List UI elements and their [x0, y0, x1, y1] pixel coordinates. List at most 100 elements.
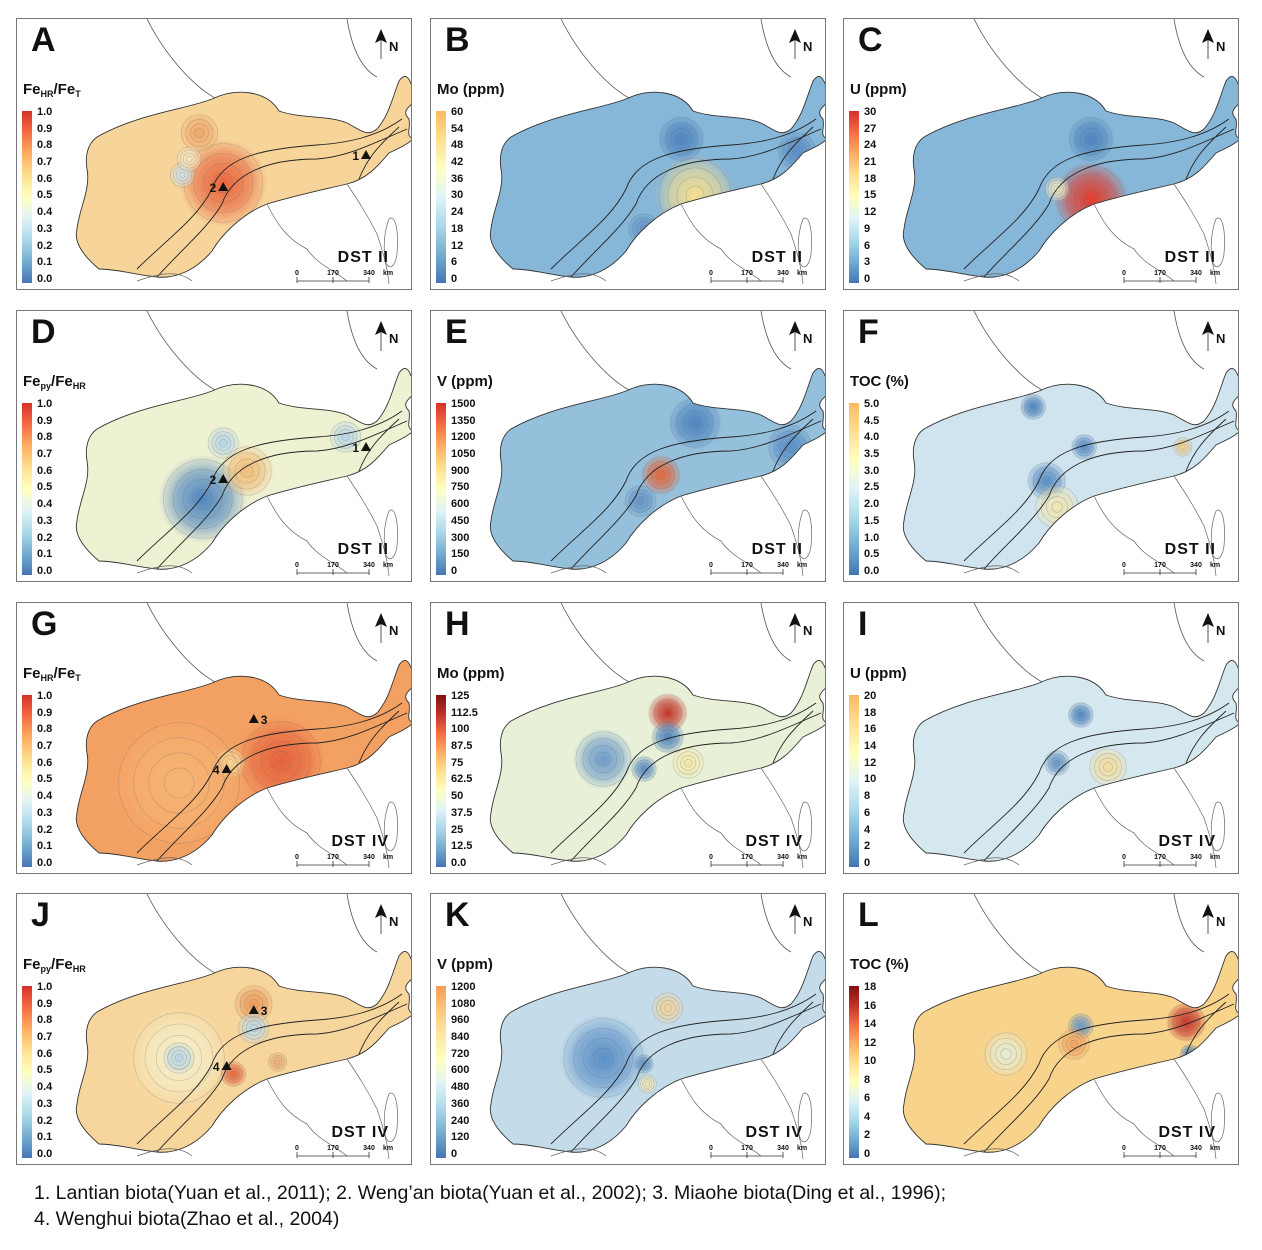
contour-anomaly — [657, 115, 706, 163]
contour-layer — [158, 420, 363, 544]
legend-tick-label: 20 — [864, 690, 877, 702]
legend-tick-label: 0.6 — [37, 464, 53, 477]
coastline — [136, 767, 390, 869]
legend-colorbar — [436, 403, 446, 575]
north-label: N — [803, 914, 813, 929]
site-label: 2 — [210, 473, 217, 487]
legend-tick-label: 75 — [451, 756, 464, 769]
north-arrow-icon: N — [787, 29, 817, 61]
panel-letter: A — [31, 21, 56, 59]
fault-line — [358, 418, 400, 472]
contour-line — [1071, 705, 1091, 725]
legend-tick-label: 5.0 — [864, 398, 880, 410]
legend-tick-label: 1200 — [451, 431, 476, 444]
legend-ticks: 1.0 0.9 0.8 0.7 0.6 0.5 0.4 0.3 0.2 0.1 0.0 — [37, 107, 52, 285]
stage-label: DST II — [337, 249, 389, 266]
site-label: 3 — [261, 1004, 268, 1018]
contour-line — [589, 745, 618, 773]
legend-tick-label: 0.6 — [37, 1047, 53, 1060]
fault-line — [156, 420, 408, 570]
map-canvas: 12 — [75, 19, 411, 285]
scale-bar: 0 170 340 km — [1120, 559, 1230, 577]
fault-line — [983, 128, 1235, 278]
contour-line — [173, 469, 233, 529]
contour-anomaly — [1067, 701, 1095, 729]
contour-line — [167, 1046, 191, 1070]
contour-line — [675, 133, 687, 145]
map-canvas: 12 — [75, 311, 411, 577]
north-label: N — [1216, 39, 1226, 54]
legend-tick-label: 1080 — [451, 997, 476, 1010]
site-label: 2 — [210, 181, 217, 195]
north-label: N — [803, 39, 813, 54]
north-label: N — [803, 623, 813, 638]
figure-caption: 1. Lantian biota(Yuan et al., 2011); 2. … — [34, 1180, 946, 1232]
basin-outline — [75, 368, 411, 570]
contour-layer — [111, 715, 326, 851]
contour-layer — [559, 991, 685, 1103]
contour-line — [1077, 711, 1085, 719]
site-triangle-icon — [248, 714, 259, 723]
basin-outline — [902, 76, 1238, 278]
legend-tick-label: 0.8 — [37, 1014, 53, 1027]
contour-line — [644, 1081, 650, 1087]
fault-line — [550, 410, 817, 562]
contour-anomaly — [1070, 433, 1098, 461]
legend-tick-label: 2 — [864, 840, 871, 853]
scale-tick-label: 340 — [363, 270, 375, 277]
contour-line — [1046, 496, 1068, 518]
contour-anomaly — [647, 692, 689, 734]
contour-anomaly — [654, 154, 736, 236]
legend-tick-label: 14 — [864, 1018, 877, 1031]
panel-letter: G — [31, 605, 58, 643]
contour-line — [575, 731, 631, 787]
contour-line — [1053, 185, 1061, 193]
legend-title: Mo (ppm) — [437, 665, 505, 682]
contour-anomaly — [559, 1013, 648, 1103]
panel-letter: L — [858, 896, 879, 934]
contour-anomaly — [623, 484, 658, 518]
legend-tick-label: 3.5 — [864, 448, 880, 461]
scale-tick-label: 340 — [777, 854, 789, 861]
site-triangle-icon — [218, 182, 229, 191]
fault-line — [570, 128, 822, 278]
fault-line — [570, 1003, 822, 1153]
fault-line — [156, 1003, 408, 1153]
scale-tick-label: 170 — [327, 854, 339, 861]
legend-colorbar — [436, 986, 446, 1158]
site-triangle-icon — [221, 1061, 232, 1070]
legend-tick-label: 0.3 — [37, 806, 53, 819]
map-panel-d: 1 2 D Fepy/FeHR 1.0 0.9 0.8 0.7 0.6 0.5 0.4 0.3 0.2 0… — [16, 310, 412, 582]
contour-line — [792, 146, 802, 156]
contour-line — [268, 1052, 287, 1072]
panel-letter: C — [858, 21, 883, 59]
legend-tick-label: 48 — [451, 139, 464, 152]
legend-tick-label: 0.6 — [37, 172, 53, 185]
scale-unit: km — [1210, 562, 1220, 569]
scale-bar: 0 170 340 km — [293, 559, 403, 577]
contour-line — [1172, 1008, 1201, 1036]
legend-colorbar — [436, 695, 446, 867]
contour-anomaly — [1165, 1001, 1207, 1043]
legend-tick-label: 18 — [864, 981, 877, 993]
legend-tick-label: 10 — [864, 1055, 877, 1068]
contour-line — [193, 153, 253, 213]
contour-line — [182, 152, 196, 166]
contour-line — [656, 470, 666, 480]
coastline — [963, 183, 1217, 285]
contour-line — [242, 1016, 266, 1040]
legend-tick-label: 0.0 — [37, 856, 53, 869]
basin-outline — [75, 951, 411, 1153]
legend-tick-label: 0.3 — [37, 222, 53, 235]
scale-tick-label: 0 — [709, 562, 713, 569]
map-canvas — [489, 311, 825, 577]
scale-unit: km — [797, 854, 807, 861]
contour-line — [640, 1076, 655, 1092]
basin-outline — [489, 368, 825, 570]
contour-line — [1176, 1012, 1196, 1032]
contour-anomaly — [236, 1011, 271, 1045]
contour-line — [582, 738, 624, 780]
legend-tick-label: 600 — [451, 1064, 470, 1077]
